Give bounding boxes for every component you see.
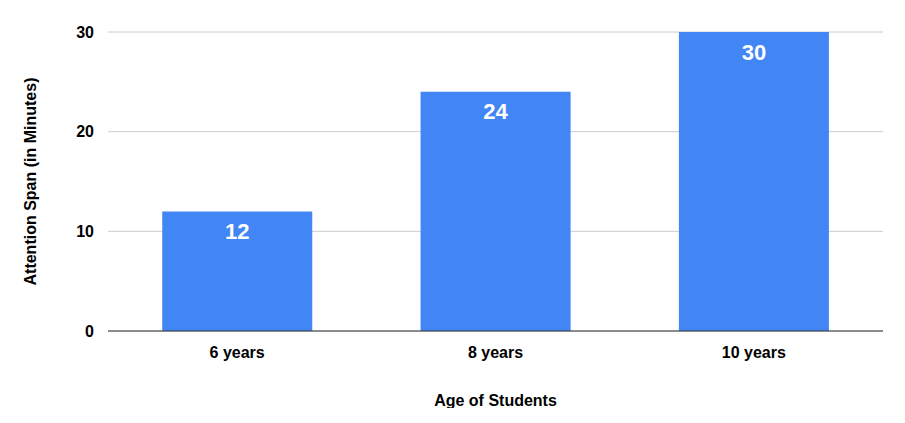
svg-text:8 years: 8 years <box>468 344 523 361</box>
svg-text:30: 30 <box>742 40 766 65</box>
svg-text:10 years: 10 years <box>722 344 786 361</box>
svg-text:Attention Span (in Minutes): Attention Span (in Minutes) <box>22 78 39 286</box>
svg-text:10: 10 <box>76 223 94 240</box>
svg-text:Age of Students: Age of Students <box>434 392 557 408</box>
svg-text:0: 0 <box>85 323 94 340</box>
svg-text:24: 24 <box>483 99 508 124</box>
svg-text:30: 30 <box>76 24 94 41</box>
svg-text:20: 20 <box>76 123 94 140</box>
svg-text:12: 12 <box>225 219 249 244</box>
svg-text:6 years: 6 years <box>210 344 265 361</box>
